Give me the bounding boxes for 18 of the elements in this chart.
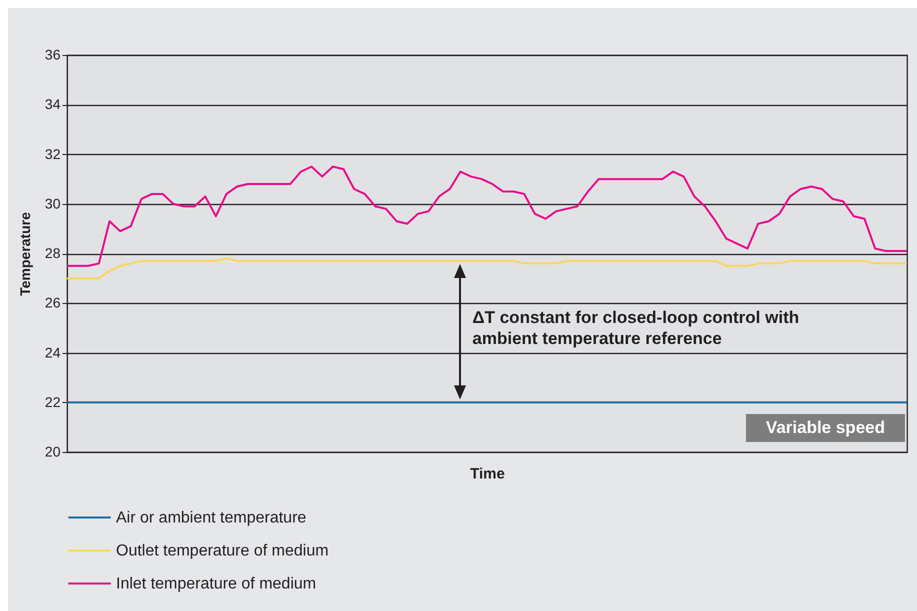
x-axis-title: Time <box>470 466 505 482</box>
annotation: ΔT constant for closed-loop control with ambient temperature reference <box>472 307 800 350</box>
y-tick-label: 22 <box>44 394 61 410</box>
y-tick-label: 36 <box>44 46 61 62</box>
y-tick-label: 26 <box>44 294 61 311</box>
y-tick-label: 32 <box>44 146 61 162</box>
y-axis-title: Temperature <box>16 212 33 296</box>
y-tick-label: 34 <box>44 96 61 112</box>
legend-label: Outlet temperature of medium <box>116 542 329 560</box>
legend-label: Air or ambient temperature <box>116 510 306 526</box>
y-tick-label: 20 <box>44 444 61 460</box>
line-series <box>66 257 908 280</box>
line-series <box>66 166 908 267</box>
y-tick-label: 30 <box>44 195 61 212</box>
y-tick-label: 24 <box>44 344 61 360</box>
annotation: Variable speed <box>746 414 905 442</box>
y-tick-label: 28 <box>44 245 61 261</box>
legend-label: Inlet temperature of medium <box>116 576 316 592</box>
